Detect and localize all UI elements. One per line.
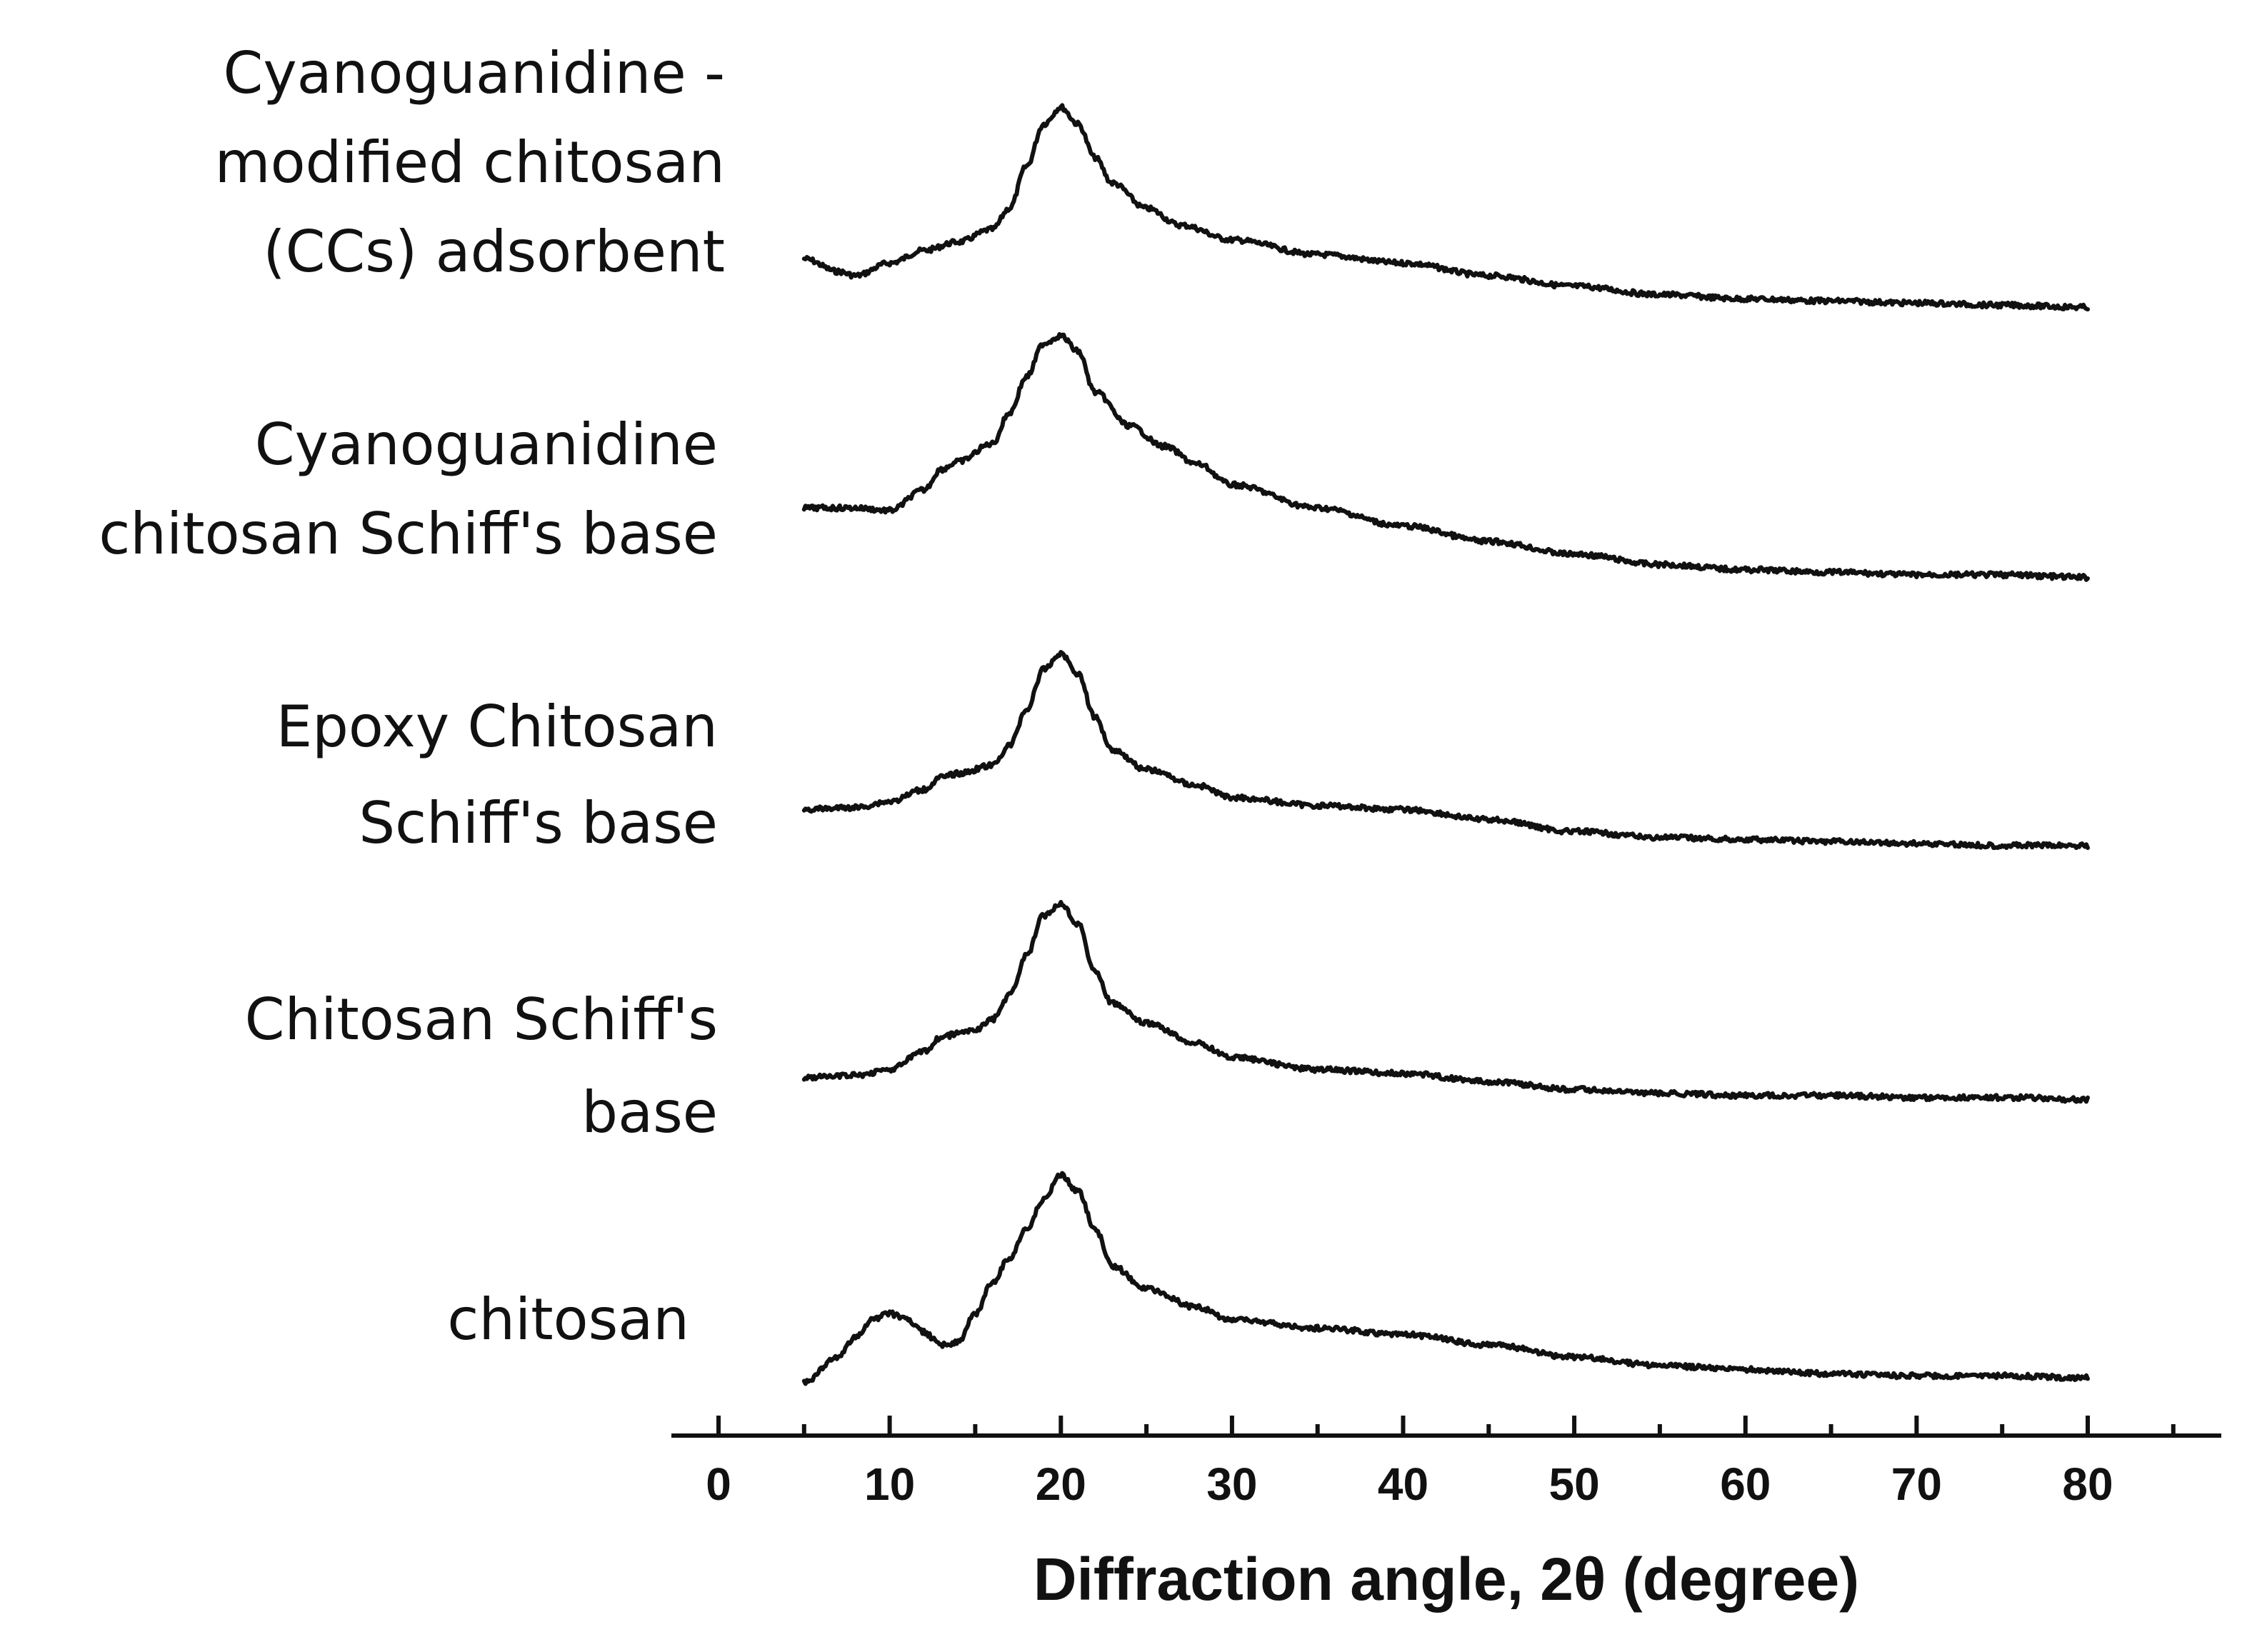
x-tick-label-0: 0 [706,1458,731,1510]
x-tick-label-80: 80 [2062,1458,2113,1510]
trace-chitosan [801,1171,2090,1386]
trace-chitosan-schiffs-base [801,900,2090,1104]
label-chitosan-schiffs-base-line-2: base [581,1079,718,1146]
label-cyanoguanidine-modified-chitosan-line-2: modified chitosan [215,129,725,196]
label-epoxy-chitosan-schiffs-base-line-1: Epoxy Chitosan [276,694,718,760]
series-traces [801,103,2090,1386]
x-tick-label-70: 70 [1891,1458,1942,1510]
label-epoxy-chitosan-schiffs-base-line-2: Schiff's base [359,790,718,856]
x-tick-label-10: 10 [864,1458,915,1510]
x-tick-label-30: 30 [1206,1458,1257,1510]
x-tick-label-40: 40 [1378,1458,1428,1510]
label-chitosan-line-1: chitosan [447,1286,689,1353]
series-labels: Cyanoguanidine - modified chitosan (CCs) a… [99,40,725,1353]
x-tick-label-60: 60 [1720,1458,1771,1510]
label-cyanoguanidine-chitosan-schiffs-base-line-1: Cyanoguanidine [255,411,718,478]
x-tick-label-20: 20 [1036,1458,1086,1510]
x-tick-label-50: 50 [1549,1458,1600,1510]
label-cyanoguanidine-chitosan-schiffs-base-line-2: chitosan Schiff's base [99,501,718,567]
x-axis-ticks: 0 10 20 30 40 50 60 70 80 [706,1416,2176,1510]
x-axis-title: Diffraction angle, 2θ (degree) [1034,1546,1859,1613]
label-cyanoguanidine-modified-chitosan-line-1: Cyanoguanidine - [223,40,725,106]
trace-cyanoguanidine-modified-chitosan [801,103,2090,312]
trace-cyanoguanidine-chitosan-schiffs-base [801,332,2090,582]
label-chitosan-schiffs-base-line-1: Chitosan Schiff's [245,986,718,1053]
trace-epoxy-chitosan-schiffs-base [801,650,2090,851]
label-cyanoguanidine-modified-chitosan-line-3: (CCs) adsorbent [263,219,725,285]
